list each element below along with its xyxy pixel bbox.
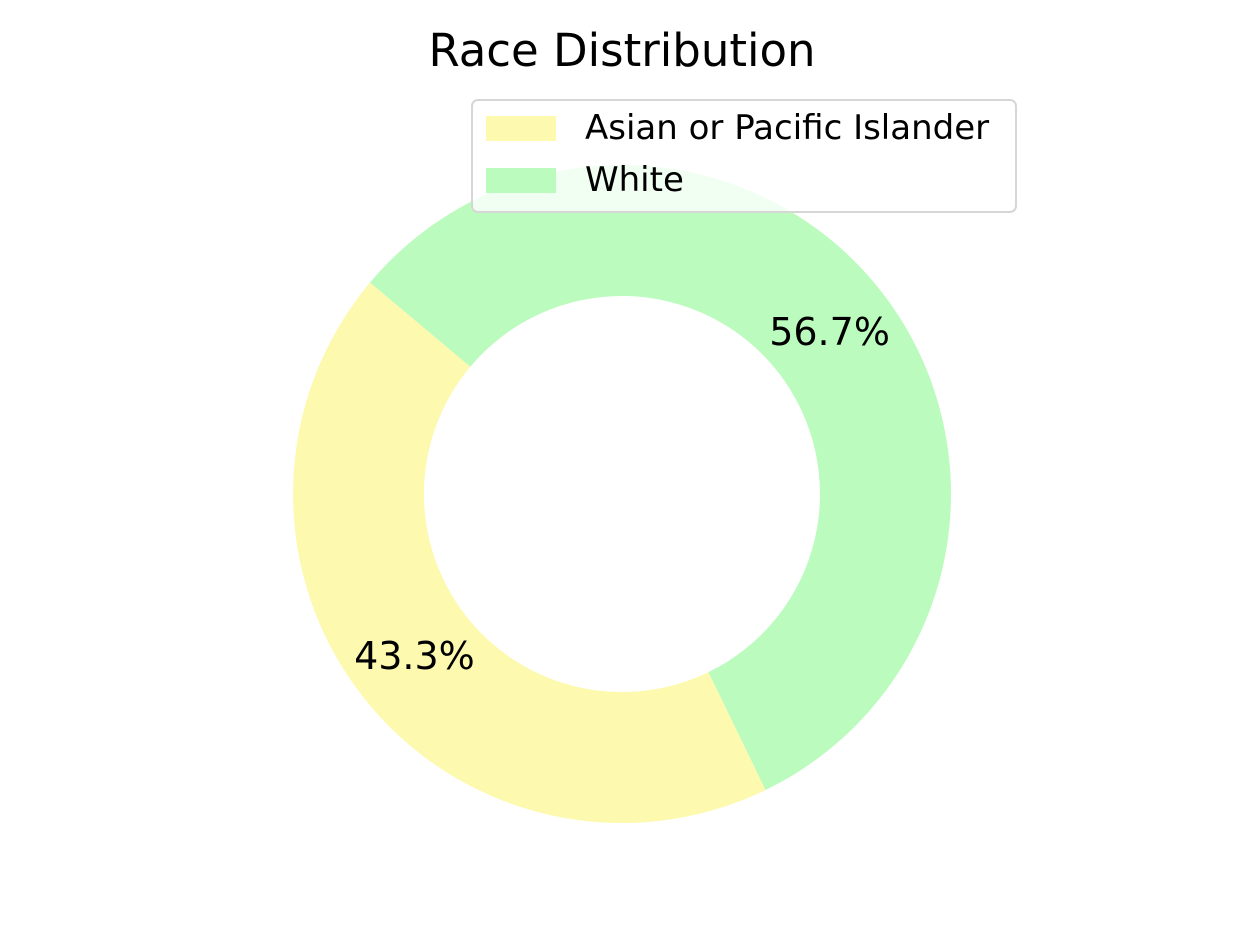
legend-frame <box>471 99 1017 213</box>
slice-percent-label: 43.3% <box>354 634 475 678</box>
chart-title: Race Distribution <box>428 24 815 77</box>
slice-labels-group: 43.3% 56.7% <box>354 310 890 678</box>
legend-swatch <box>486 116 556 141</box>
slices-group <box>293 164 952 824</box>
legend-label: Asian or Pacific Islander <box>585 108 989 148</box>
legend-swatch <box>486 168 556 193</box>
slice-asian-or-pacific-islander <box>293 282 766 824</box>
legend: Asian or Pacific Islander White <box>471 99 1017 213</box>
slice-white <box>369 164 952 791</box>
legend-label: White <box>585 160 684 200</box>
slice-percent-label: 56.7% <box>769 310 890 354</box>
